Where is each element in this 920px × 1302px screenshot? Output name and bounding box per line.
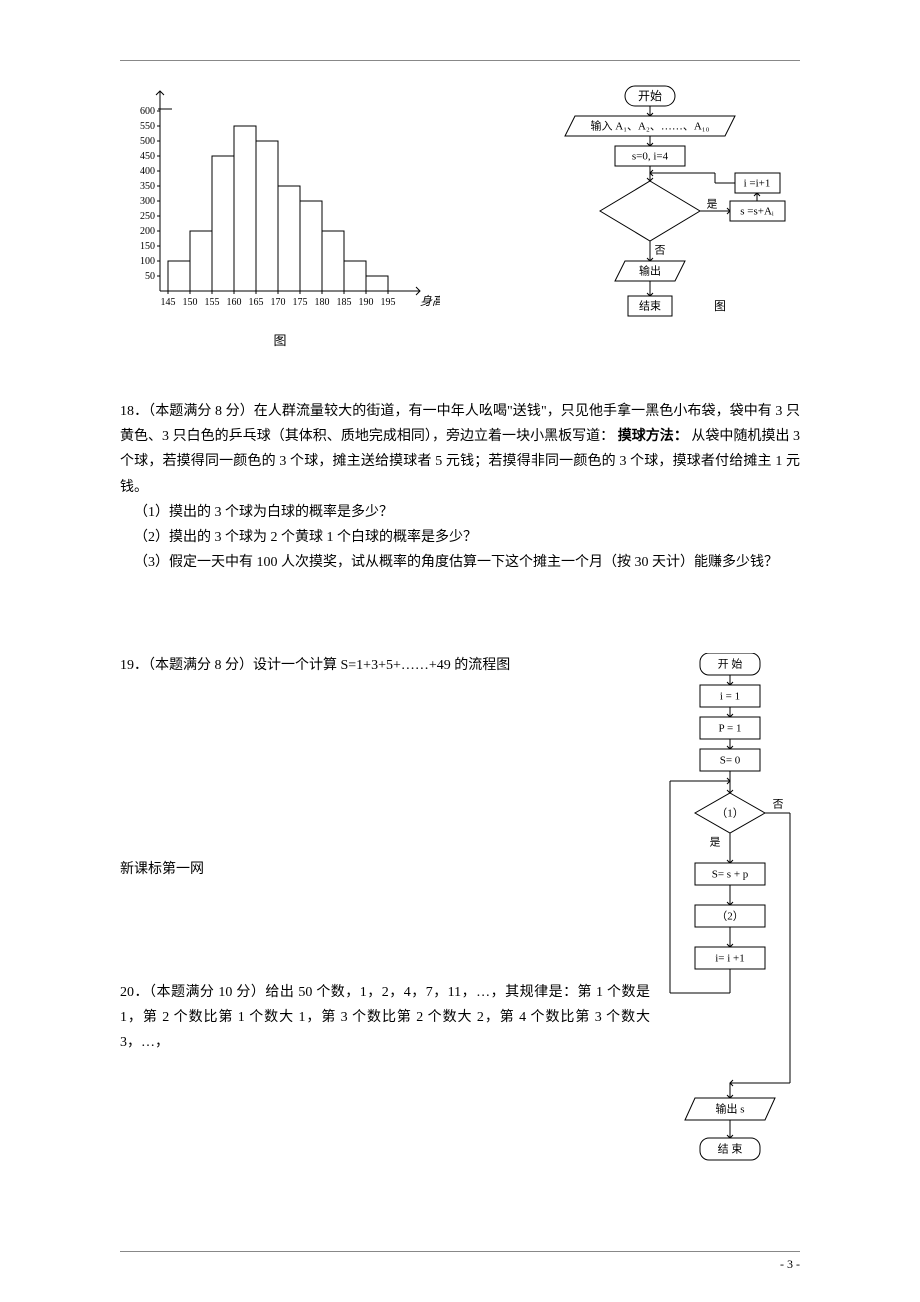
- figures-row: 50 100 150 200 250 300 350 400 450 500 550 600 145 1…: [120, 81, 800, 349]
- svg-text:500: 500: [140, 136, 155, 147]
- q19-row: 19．（本题满分 8 分）设计一个计算 S=1+3+5+……+49 的流程图 新…: [120, 653, 800, 1178]
- svg-text:250: 250: [140, 211, 155, 222]
- svg-text:输入 A₁、A₂、……、A₁₀: 输入 A₁、A₂、……、A₁₀: [591, 119, 710, 133]
- svg-text:s=0, i=4: s=0, i=4: [632, 151, 669, 163]
- q19-text: 19．（本题满分 8 分）设计一个计算 S=1+3+5+……+49 的流程图: [120, 653, 650, 678]
- svg-text:结束: 结束: [639, 300, 661, 313]
- svg-text:195: 195: [381, 297, 396, 308]
- svg-text:400: 400: [140, 166, 155, 177]
- q18-item-1: （1）摸出的 3 个球为白球的概率是多少？: [120, 500, 800, 525]
- histogram: 50 100 150 200 250 300 350 400 450 500 550 600 145 1…: [120, 81, 440, 349]
- svg-text:150: 150: [140, 241, 155, 252]
- svg-text:160: 160: [227, 297, 242, 308]
- x-axis-label: 身高(cm): [420, 294, 440, 308]
- svg-text:170: 170: [271, 297, 286, 308]
- svg-text:结 束: 结 束: [718, 1143, 743, 1156]
- svg-text:200: 200: [140, 226, 155, 237]
- svg-text:150: 150: [183, 297, 198, 308]
- svg-text:输出: 输出: [639, 264, 661, 278]
- q18: 18．（本题满分 8 分）在人群流量较大的街道，有一中年人吆喝"送钱"，只见他手…: [120, 399, 800, 575]
- svg-text:是: 是: [710, 836, 721, 849]
- svg-text:50: 50: [145, 271, 155, 282]
- histogram-caption: 图: [120, 330, 440, 349]
- top-rule: [120, 60, 800, 61]
- svg-text:155: 155: [205, 297, 220, 308]
- q18-method-label: 摸球方法：: [618, 429, 688, 444]
- svg-text:600: 600: [140, 106, 155, 117]
- svg-text:190: 190: [359, 297, 374, 308]
- q20-text: 20．（本题满分 10 分）给出 50 个数，1，2，4，7，11，…，其规律是…: [120, 980, 650, 1056]
- q18-item-2: （2）摸出的 3 个球为 2 个黄球 1 个白球的概率是多少？: [120, 525, 800, 550]
- svg-text:开 始: 开 始: [718, 657, 743, 671]
- svg-text:i = 1: i = 1: [720, 691, 740, 703]
- svg-text:550: 550: [140, 121, 155, 132]
- svg-text:（1）: （1）: [716, 807, 744, 820]
- svg-text:100: 100: [140, 256, 155, 267]
- svg-text:180: 180: [315, 297, 330, 308]
- site-name: 新课标第一网: [120, 857, 650, 882]
- svg-text:S= 0: S= 0: [720, 755, 741, 767]
- svg-text:P = 1: P = 1: [719, 723, 742, 735]
- svg-text:否: 否: [773, 799, 784, 811]
- svg-text:否: 否: [655, 245, 666, 257]
- svg-text:图: 图: [714, 299, 726, 313]
- svg-text:145: 145: [161, 297, 176, 308]
- svg-text:350: 350: [140, 181, 155, 192]
- bottom-rule: [120, 1251, 800, 1252]
- svg-text:450: 450: [140, 151, 155, 162]
- svg-text:300: 300: [140, 196, 155, 207]
- svg-text:175: 175: [293, 297, 308, 308]
- svg-text:是: 是: [707, 198, 718, 211]
- svg-text:s =s+Aᵢ: s =s+Aᵢ: [740, 206, 774, 218]
- svg-text:（2）: （2）: [716, 910, 744, 923]
- svg-text:i =i+1: i =i+1: [744, 178, 771, 190]
- svg-text:185: 185: [337, 297, 352, 308]
- flowchart-q19: 开 始 i = 1 P = 1 S= 0: [660, 653, 800, 1178]
- svg-text:S= s + p: S= s + p: [712, 869, 749, 881]
- svg-text:i= i +1: i= i +1: [715, 953, 745, 965]
- svg-text:165: 165: [249, 297, 264, 308]
- svg-text:开始: 开始: [638, 89, 662, 103]
- q18-item-3: （3）假定一天中有 100 人次摸奖，试从概率的角度估算一下这个摊主一个月（按 …: [120, 550, 800, 575]
- flowchart-top: 开始 输入 A₁、A₂、……、A₁₀ s=0, i=4 是: [540, 81, 800, 346]
- page-number: - 3 -: [780, 1257, 800, 1272]
- svg-text:输出 s: 输出 s: [715, 1102, 744, 1116]
